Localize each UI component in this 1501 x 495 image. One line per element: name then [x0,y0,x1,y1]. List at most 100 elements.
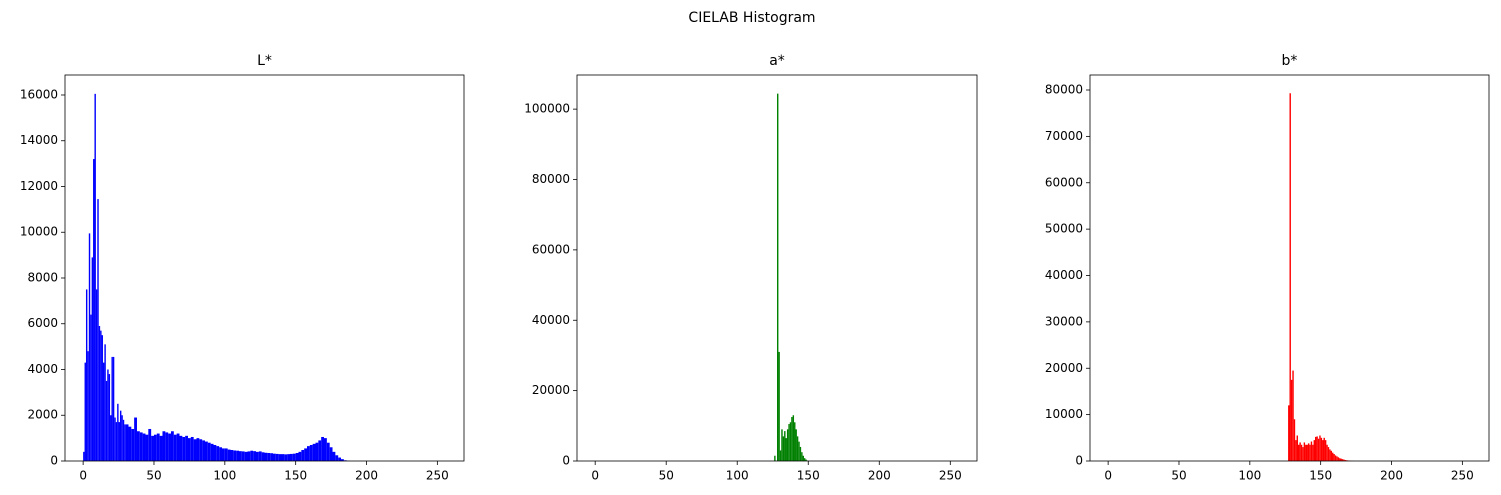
bar [95,289,98,461]
bar [119,410,122,461]
x-tick-label: 0 [1104,469,1112,483]
bar [233,450,237,461]
y-tick-label: 30000 [1045,314,1083,328]
bar [802,455,804,461]
bar [801,452,803,461]
bar [805,459,807,461]
y-tick-label: 8000 [27,270,58,284]
bar [1306,444,1308,461]
bar [1320,437,1323,461]
bar [115,422,118,461]
bar [216,446,220,461]
y-tick-label: 10000 [20,225,58,239]
x-tick-label: 0 [79,469,87,483]
bars [774,93,809,461]
bar [792,415,795,461]
bar [101,335,103,461]
bar [295,452,299,461]
bar [255,451,259,461]
bar [190,436,194,461]
bar [139,432,143,461]
bar [250,450,254,461]
bar [122,419,125,461]
bar [142,433,146,461]
bar [134,417,137,461]
bar [309,444,313,461]
y-tick-label: 0 [50,454,58,468]
bar [173,434,177,461]
bar [1327,447,1330,461]
bar [224,448,228,461]
x-tick-label: 100 [213,469,236,483]
y-tick-label: 6000 [27,316,58,330]
bar [1312,444,1314,461]
x-tick-label: 100 [726,469,749,483]
bar [774,455,776,461]
bar [1324,440,1327,461]
bar [104,344,106,461]
bar [278,454,282,461]
bar [781,429,783,461]
bar [1310,441,1313,461]
y-tick-label: 40000 [532,313,570,327]
bar [1303,442,1306,461]
bar [151,435,154,461]
bar [341,459,344,461]
bar [318,440,322,461]
bar [1337,457,1340,461]
y-tick-label: 20000 [532,383,570,397]
bar [176,433,180,461]
y-tick-label: 70000 [1045,129,1083,143]
bar [1329,449,1331,461]
subplot-title: L* [257,53,272,69]
bar [275,453,279,461]
bar [1334,455,1337,461]
bar [264,452,268,461]
y-tick-label: 100000 [524,102,570,116]
y-tick-label: 60000 [1045,175,1083,189]
bars [83,93,350,462]
x-tick-label: 50 [659,469,674,483]
bar [1326,444,1328,461]
bar [107,369,109,461]
bar [91,257,94,461]
bar [777,93,779,461]
bar [332,451,336,461]
bar [100,330,102,461]
bar [1288,405,1290,461]
bar [1319,435,1321,461]
bar [1289,93,1291,462]
bar [125,424,129,461]
bar [213,444,217,461]
bar [1309,444,1311,461]
x-tick-label: 250 [426,469,449,483]
bar [267,452,271,461]
bar [185,435,188,461]
bar [1317,438,1320,461]
bar [1307,443,1310,461]
bar [221,448,225,461]
bar [1316,436,1318,461]
bar [179,435,183,461]
x-tick-label: 200 [868,469,891,483]
x-tick-label: 100 [1238,469,1261,483]
x-tick-label: 250 [939,469,962,483]
x-tick-label: 200 [355,469,378,483]
axes-frame [576,74,978,462]
bar [84,362,86,461]
bar [182,436,186,461]
bar [301,450,305,461]
bar [779,450,782,461]
y-tick-label: 16000 [20,87,58,101]
bar [219,447,222,461]
bars [1288,93,1357,462]
bar [329,447,333,461]
x-tick-label: 150 [797,469,820,483]
y-tick-label: 4000 [27,362,58,376]
bar [247,451,251,461]
bar [784,431,786,461]
bar [1300,444,1303,461]
bar [131,428,135,461]
bar [324,438,327,461]
bar [298,451,302,461]
